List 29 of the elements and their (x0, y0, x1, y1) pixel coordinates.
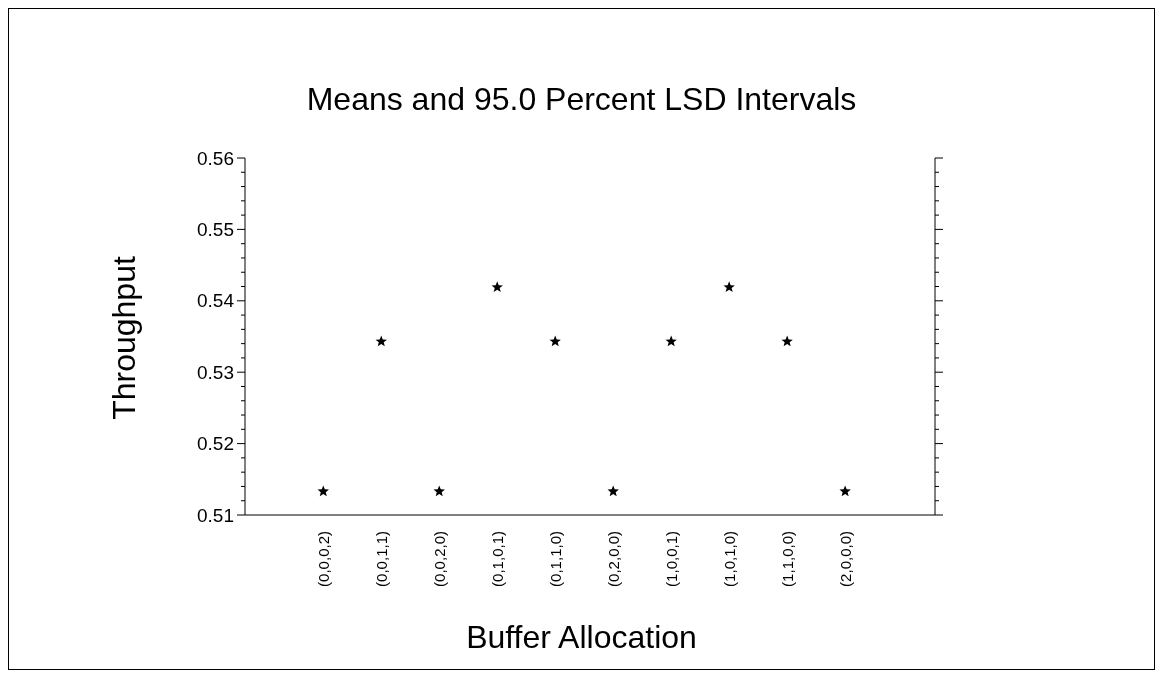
x-tick-label: (1,0,0,1) (662, 531, 680, 587)
y-tick-label: 0.53 (197, 361, 234, 383)
y-tick-label: 0.55 (197, 218, 234, 240)
y-tick-label: 0.56 (197, 147, 234, 169)
y-tick-label: 0.51 (197, 504, 234, 526)
point (491, 281, 503, 293)
point (433, 485, 445, 497)
point (549, 335, 561, 347)
y-tick-label: 0.52 (197, 433, 234, 455)
chart-title: Means and 95.0 Percent LSD Intervals (305, 81, 858, 118)
y-axis-title: Throughput (105, 255, 143, 420)
point (375, 335, 387, 347)
x-tick-label: (1,1,0,0) (778, 531, 796, 587)
x-tick-label: (0,1,1,0) (546, 531, 564, 587)
x-tick-label: (0,0,1,1) (372, 531, 390, 587)
point (607, 485, 619, 497)
point (665, 335, 677, 347)
x-tick-label: (1,0,1,0) (720, 531, 738, 587)
x-tick-label: (0,0,0,2) (314, 531, 332, 587)
x-tick-label: (0,1,0,1) (488, 531, 506, 587)
x-tick-label: (2,0,0,0) (836, 531, 854, 587)
point (723, 281, 735, 293)
x-axis-title: Buffer Allocation (465, 619, 698, 656)
x-tick-label: (0,0,2,0) (430, 531, 448, 587)
point (781, 335, 793, 347)
x-tick-label: (0,2,0,0) (604, 531, 622, 587)
point (839, 485, 851, 497)
point (317, 485, 329, 497)
y-tick-label: 0.54 (197, 290, 235, 312)
